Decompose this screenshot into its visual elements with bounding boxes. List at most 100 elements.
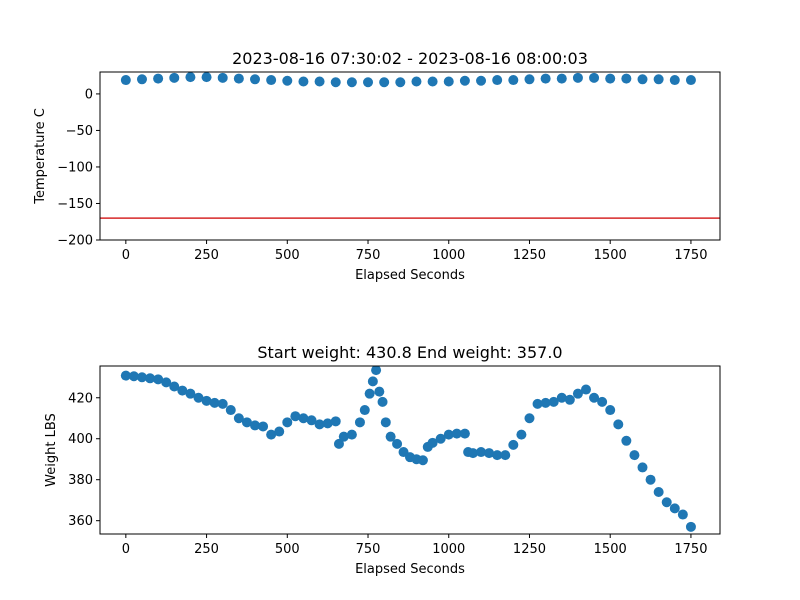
temperature-x-tick-label: 1500	[594, 248, 627, 263]
weight-point	[380, 417, 391, 428]
temperature-y-tick-label: −100	[57, 160, 93, 175]
weight-chart-title: Start weight: 430.8 End weight: 357.0	[257, 343, 562, 362]
temperature-point	[314, 76, 325, 87]
temperature-point	[395, 77, 406, 88]
temperature-point	[459, 75, 470, 86]
weight-point	[241, 417, 252, 428]
weight-point	[185, 388, 196, 399]
weight-point	[367, 376, 378, 387]
temperature-point	[605, 73, 616, 84]
weight-x-ticks: 0 250 500 750 1000 1250 1500 1750	[122, 534, 707, 557]
temperature-point	[524, 74, 535, 85]
weight-x-tick-label: 500	[275, 542, 300, 557]
temperature-point	[201, 72, 212, 83]
weight-point	[354, 417, 365, 428]
weight-point	[548, 396, 559, 407]
weight-point	[298, 413, 309, 424]
weight-point	[274, 426, 285, 437]
weight-point	[371, 366, 382, 376]
temperature-chart: 0 250 500 750 1000 1250 1500 1750 0 −50 −100 −150 −…	[33, 49, 721, 283]
temperature-point	[540, 73, 551, 84]
weight-point	[516, 429, 527, 440]
weight-point	[621, 435, 632, 446]
temperature-point	[492, 75, 503, 86]
weight-point	[451, 428, 462, 439]
temperature-point	[346, 77, 357, 88]
temperature-point	[120, 75, 131, 86]
weight-point	[374, 386, 385, 397]
temperature-point	[363, 77, 374, 88]
temperature-x-tick-label: 1000	[432, 248, 465, 263]
temperature-x-tick-label: 500	[275, 248, 300, 263]
weight-point	[209, 397, 220, 408]
weight-points	[120, 366, 696, 532]
temperature-point	[443, 76, 454, 87]
weight-point	[314, 419, 325, 430]
weight-point	[492, 450, 503, 461]
weight-point	[540, 397, 551, 408]
weight-point	[258, 421, 269, 432]
temperature-point	[217, 72, 228, 83]
weight-point	[459, 428, 470, 439]
temperature-point	[508, 75, 519, 86]
weight-y-tick-label: 380	[68, 473, 93, 488]
temperature-y-ticks: 0 −50 −100 −150 −200	[57, 87, 100, 249]
weight-y-tick-label: 420	[68, 391, 93, 406]
weight-point	[338, 431, 349, 442]
weight-x-axis-label: Elapsed Seconds	[355, 562, 465, 577]
weight-y-tick-label: 360	[68, 514, 93, 529]
temperature-points	[120, 72, 696, 88]
weight-point	[508, 439, 519, 450]
weight-point	[589, 392, 600, 403]
temperature-y-tick-label: −150	[57, 197, 93, 212]
temperature-point	[136, 74, 147, 85]
temperature-x-tick-label: 250	[194, 248, 219, 263]
temperature-point	[153, 73, 164, 84]
weight-point	[484, 448, 495, 459]
weight-point	[377, 396, 388, 407]
weight-point	[359, 405, 370, 416]
temperature-y-tick-label: −50	[66, 124, 93, 139]
weight-y-ticks: 420 400 380 360	[68, 391, 100, 529]
weight-point	[564, 394, 575, 405]
temperature-point	[427, 76, 438, 87]
weight-point	[556, 392, 567, 403]
weight-x-tick-label: 750	[356, 542, 381, 557]
temperature-point	[282, 75, 293, 86]
weight-point	[629, 450, 640, 461]
weight-point	[322, 418, 333, 429]
weight-point	[250, 420, 260, 431]
weight-point	[427, 437, 438, 448]
temperature-x-tick-label: 0	[122, 248, 130, 263]
weight-point	[128, 371, 139, 382]
weight-point	[605, 405, 616, 416]
weight-point	[193, 392, 204, 403]
temperature-point	[330, 77, 341, 88]
weight-point	[290, 411, 301, 422]
temperature-point	[233, 73, 244, 84]
temperature-point	[669, 75, 680, 86]
temperature-y-axis-label: Temperature C	[33, 108, 48, 205]
weight-point	[120, 370, 131, 381]
weight-point	[613, 419, 624, 430]
weight-point	[580, 384, 591, 395]
weight-x-tick-label: 1750	[674, 542, 707, 557]
weight-point	[669, 503, 680, 514]
temperature-point	[572, 72, 583, 83]
temperature-chart-title: 2023-08-16 07:30:02 - 2023-08-16 08:00:0…	[232, 49, 588, 68]
weight-point	[145, 373, 156, 384]
temperature-point	[685, 75, 696, 86]
weight-point	[392, 438, 403, 449]
weight-point	[282, 417, 293, 428]
temperature-point	[556, 73, 567, 84]
weight-point	[364, 388, 375, 399]
weight-point	[645, 474, 656, 485]
weight-point	[169, 381, 180, 392]
weight-x-tick-label: 250	[194, 542, 219, 557]
weight-point	[233, 413, 244, 424]
weight-x-tick-label: 1500	[594, 542, 627, 557]
weight-chart: 0 250 500 750 1000 1250 1500 1750 420400380360 …	[44, 343, 721, 577]
temperature-point	[169, 72, 180, 83]
temperature-point	[637, 74, 648, 85]
